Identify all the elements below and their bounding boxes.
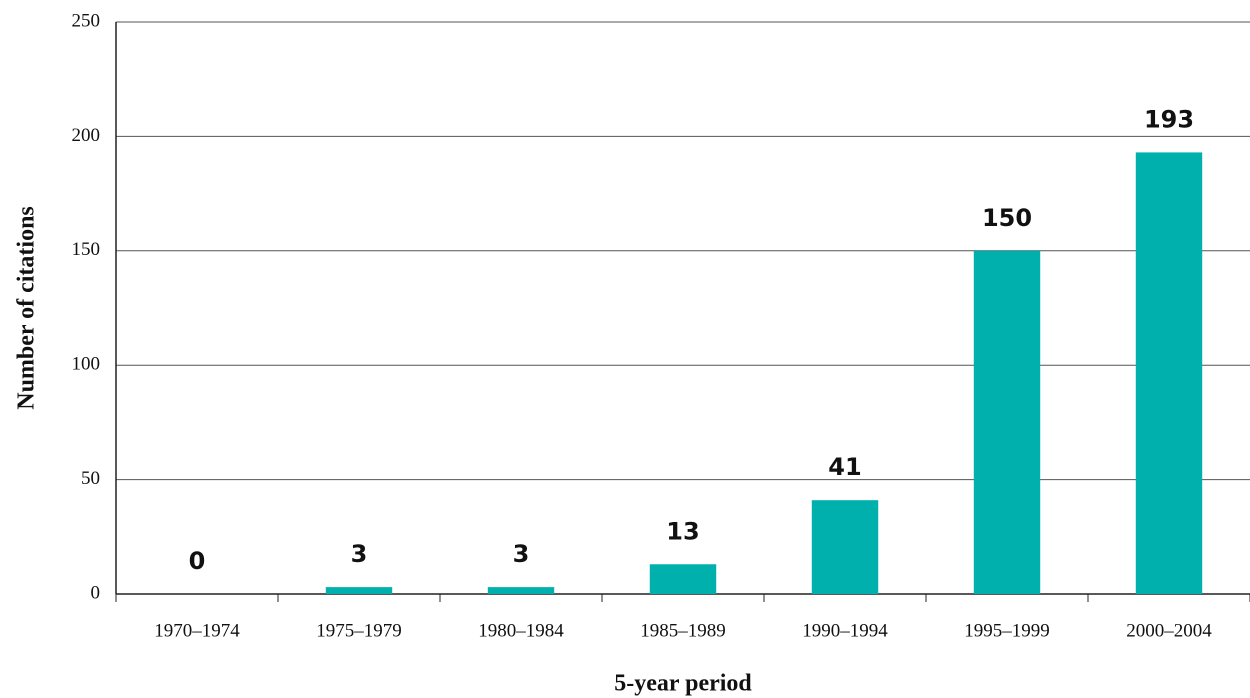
x-tick-label: 1975–1979 <box>316 620 402 641</box>
bar <box>487 587 555 594</box>
y-axis-title: Number of citations <box>14 206 40 410</box>
value-label: 3 <box>351 540 368 568</box>
value-label: 0 <box>189 547 206 575</box>
value-label: 13 <box>666 517 699 545</box>
value-label: 3 <box>513 540 530 568</box>
y-tick-label: 250 <box>72 10 101 31</box>
bar <box>811 500 879 594</box>
x-tick-label: 1985–1989 <box>640 620 726 641</box>
y-tick-label: 200 <box>72 125 101 146</box>
y-tick-label: 50 <box>81 468 100 489</box>
bar <box>973 250 1041 595</box>
x-tick-label: 1970–1974 <box>154 620 240 641</box>
value-label: 41 <box>828 453 861 481</box>
y-tick-label: 150 <box>72 239 101 260</box>
x-tick-label: 1990–1994 <box>802 620 888 641</box>
x-axis-title: 5-year period <box>614 671 752 697</box>
x-tick-label: 2000–2004 <box>1126 620 1212 641</box>
bar <box>325 587 393 594</box>
x-tick-label: 1995–1999 <box>964 620 1050 641</box>
y-tick-label: 100 <box>72 354 101 375</box>
x-tick-label: 1980–1984 <box>478 620 564 641</box>
bar <box>1135 152 1203 594</box>
bar <box>649 564 717 594</box>
y-tick-label: 0 <box>91 582 101 603</box>
value-label: 193 <box>1144 105 1194 133</box>
value-label: 150 <box>982 204 1032 232</box>
